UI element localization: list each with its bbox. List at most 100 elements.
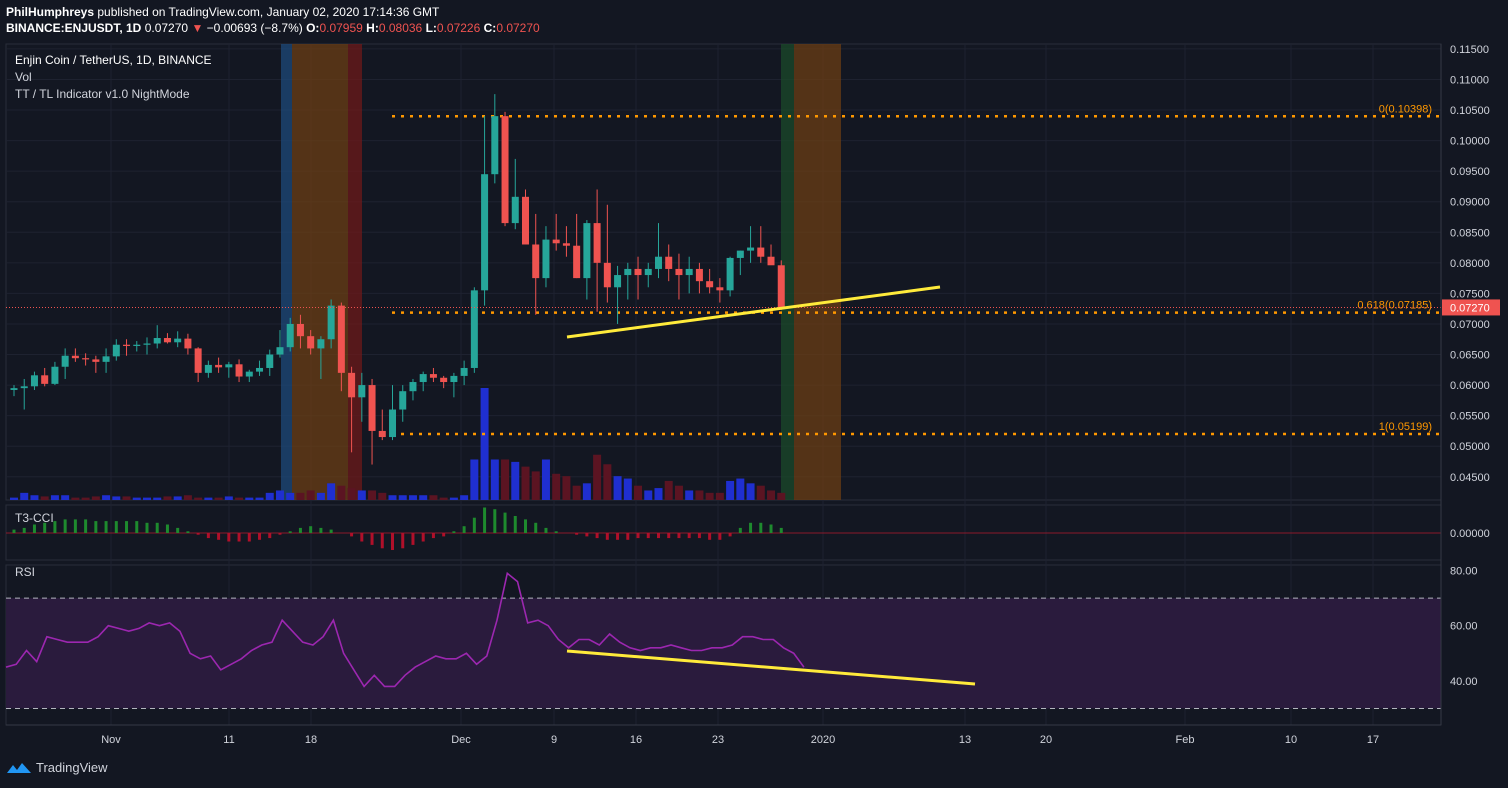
published-text: published on TradingView.com, January 02… [97, 5, 440, 19]
candle-body [41, 375, 49, 384]
volume-bar [91, 496, 100, 500]
candle-body [665, 256, 673, 269]
candle-body [695, 268, 703, 282]
price-tick-label: 0.09500 [1450, 166, 1490, 178]
rsi-tick-label: 60.00 [1450, 621, 1478, 633]
volume-bar [20, 492, 29, 500]
volume-bar [674, 485, 683, 500]
candle-body [767, 256, 775, 266]
volume-bar [173, 496, 182, 500]
volume-bar [255, 497, 264, 500]
pane-legends: Enjin Coin / TetherUS, 1D, BINANCE Vol T… [15, 53, 212, 579]
volume-bar [562, 476, 571, 500]
volume-bar [327, 483, 336, 500]
volume-bars [10, 388, 786, 500]
candle-body [143, 343, 151, 345]
volume-bar [153, 497, 162, 500]
candle-body [92, 359, 100, 362]
footer-brand[interactable]: TradingView [36, 760, 108, 775]
volume-bar [552, 473, 561, 500]
volume-bar [275, 490, 284, 500]
volume-bar [449, 497, 458, 500]
candle-body [481, 174, 489, 291]
candle-body [174, 338, 182, 343]
volume-bar [695, 490, 704, 500]
volume-bar [30, 495, 39, 500]
price-tick-label: 0.06500 [1450, 350, 1490, 362]
volume-bar [480, 388, 489, 500]
price-pane [5, 43, 1442, 501]
volume-bar [183, 495, 192, 500]
candle-body [450, 375, 458, 383]
candle-body [266, 354, 274, 368]
volume-bar [50, 495, 59, 500]
candle-body [573, 245, 581, 279]
candle-body [204, 364, 212, 373]
time-tick-label: 11 [223, 734, 234, 746]
candle-body [123, 344, 131, 346]
volume-bar [521, 466, 530, 500]
candle-body [276, 347, 284, 355]
volume-bar [337, 485, 346, 500]
low-value: 0.07226 [436, 21, 481, 35]
legend-vol: Vol [15, 70, 32, 84]
candlesticks[interactable] [6, 94, 1441, 465]
volume-bar [81, 497, 90, 500]
volume-bar [102, 495, 111, 500]
time-tick-label: 17 [1367, 734, 1379, 746]
candle-body [378, 430, 386, 438]
publish-line: PhilHumphreys published on TradingView.c… [6, 4, 540, 20]
time-tick-label: 10 [1285, 734, 1297, 746]
legend-indicator: TT / TL Indicator v1.0 NightMode [15, 87, 190, 101]
candle-body [583, 223, 591, 279]
highlight-zone [781, 44, 794, 500]
time-tick-label: Nov [101, 734, 121, 746]
volume-bar [368, 490, 377, 500]
time-tick-label: 16 [630, 734, 642, 746]
rsi-tick-label: 80.00 [1450, 566, 1478, 578]
candle-body [184, 338, 192, 349]
price-tick-label: 0.07500 [1450, 288, 1490, 300]
volume-bar [204, 497, 213, 500]
legend-title: Enjin Coin / TetherUS, 1D, BINANCE [15, 53, 212, 67]
volume-bar [501, 459, 510, 500]
candle-body [726, 257, 734, 291]
volume-bar [756, 485, 765, 500]
price-tick-label: 0.11000 [1450, 74, 1489, 86]
candle-body [716, 287, 724, 291]
time-tick-label: 13 [959, 734, 971, 746]
volume-bar [654, 488, 663, 500]
volume-bar [398, 495, 407, 500]
fib-levels: 0(0.10398) 0.618(0.07185) 1(0.05199) [392, 103, 1441, 436]
candle-body [409, 382, 417, 392]
symbol-label: BINANCE:ENJUSDT, 1D [6, 21, 142, 35]
candle-body [747, 247, 755, 251]
volume-bar [132, 497, 141, 500]
axes: 0.11500 0.11000 0.10500 0.10000 0.09500 0.090… [6, 44, 1500, 746]
author-name[interactable]: PhilHumphreys [6, 5, 95, 19]
candle-body [20, 386, 28, 389]
price-trendline [566, 285, 941, 339]
candle-body [235, 364, 243, 377]
highlight-zone [292, 44, 348, 500]
volume-bar [112, 496, 121, 500]
down-arrow-icon: ▼ [191, 21, 204, 35]
candle-body [368, 385, 376, 431]
tradingview-logo-icon[interactable] [6, 761, 32, 775]
time-tick-label: 23 [712, 734, 724, 746]
volume-bar [306, 490, 315, 500]
candle-body [317, 339, 325, 349]
volume-bar [644, 490, 653, 500]
candle-body [440, 377, 448, 383]
high-value: 0.08036 [378, 21, 423, 35]
candle-body [511, 196, 519, 224]
candle-body [389, 409, 397, 438]
open-label: O: [306, 21, 320, 35]
close-value: 0.07270 [496, 21, 540, 35]
volume-bar [194, 497, 203, 500]
candle-body [501, 116, 509, 224]
volume-bar [61, 495, 70, 500]
candle-body [542, 239, 550, 279]
volume-bar [10, 497, 18, 500]
